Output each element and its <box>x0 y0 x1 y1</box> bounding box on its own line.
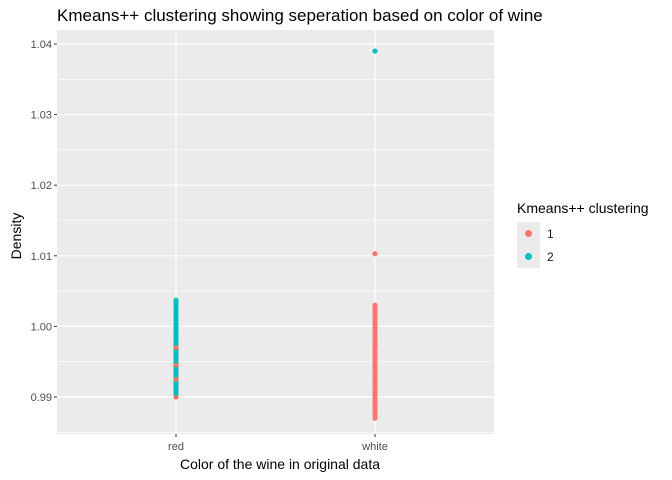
y-tick-label: 1.01 <box>31 251 52 263</box>
y-tick-label: 0.99 <box>31 392 52 404</box>
chart-title: Kmeans++ clustering showing seperation b… <box>57 6 543 25</box>
data-point <box>173 345 179 350</box>
data-point <box>173 362 179 368</box>
data-points <box>173 48 378 421</box>
legend-title: Kmeans++ clustering <box>517 200 649 216</box>
y-tick-label: 1.03 <box>31 110 52 122</box>
legend: Kmeans++ clustering 1 2 <box>517 200 649 268</box>
data-point <box>372 251 378 257</box>
plot-panel <box>57 30 494 434</box>
legend-item-1: 1 <box>517 222 649 245</box>
legend-key-1 <box>517 222 540 245</box>
y-axis-ticks: 0.99 1.00 1.01 1.02 1.03 1.04 <box>31 39 57 404</box>
x-tick-label: red <box>168 441 184 453</box>
y-axis-title: Density <box>8 212 24 260</box>
y-tick-label: 1.02 <box>31 180 52 192</box>
x-axis-title: Color of the wine in original data <box>180 456 381 472</box>
y-tick-label: 1.00 <box>31 321 52 333</box>
y-tick-label: 1.04 <box>31 39 52 51</box>
data-point <box>372 48 378 54</box>
legend-item-2: 2 <box>517 245 649 268</box>
legend-key-2 <box>517 245 540 268</box>
data-point <box>173 297 179 303</box>
data-point <box>173 376 179 382</box>
legend-dot-1 <box>525 230 532 237</box>
legend-label-2: 2 <box>547 249 554 264</box>
data-point <box>372 302 378 308</box>
x-tick-label: white <box>361 441 388 453</box>
x-axis-ticks: red white <box>168 434 388 453</box>
legend-label-1: 1 <box>547 226 554 241</box>
legend-dot-2 <box>525 253 532 260</box>
